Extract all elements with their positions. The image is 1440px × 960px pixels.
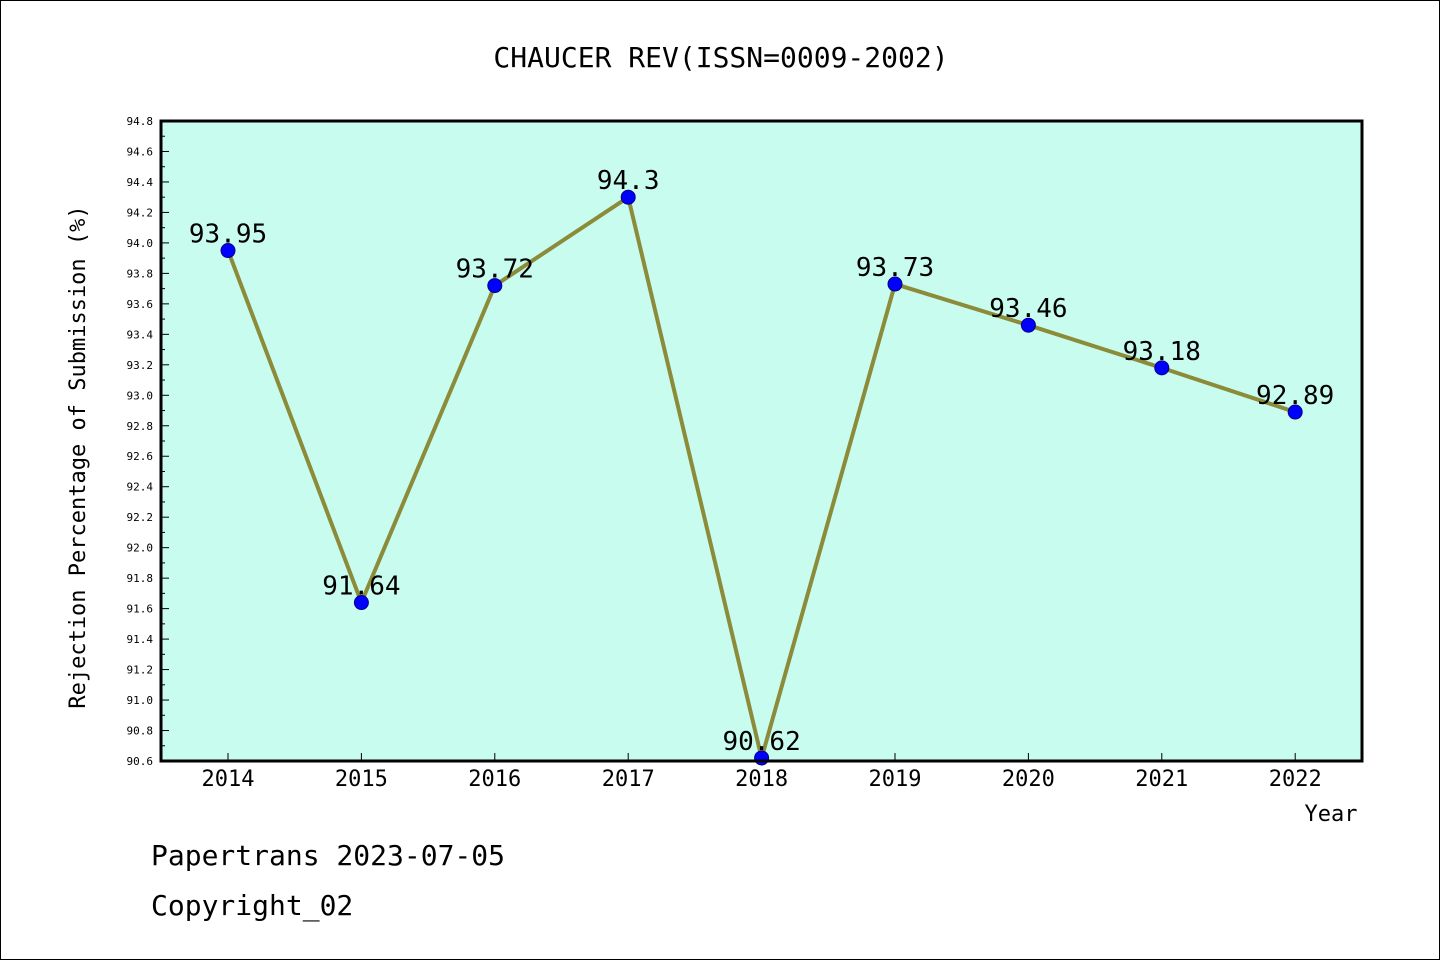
footer-copyright: Copyright_02	[151, 889, 353, 923]
y-tick-label: 93.8	[127, 267, 154, 280]
x-axis-label: Year	[1305, 802, 1358, 827]
y-tick-label: 92.8	[127, 420, 154, 433]
y-tick-label: 93.0	[127, 389, 154, 402]
y-tick-label: 94.2	[127, 206, 154, 219]
data-point	[620, 189, 636, 205]
data-label: 93.18	[1123, 337, 1201, 367]
data-point	[220, 243, 236, 259]
y-tick-label: 94.8	[127, 115, 154, 128]
y-tick-label: 92.4	[127, 481, 154, 494]
y-tick-label: 91.0	[127, 694, 154, 707]
data-label: 93.46	[989, 294, 1067, 324]
x-tick-label: 2019	[869, 767, 922, 792]
data-label: 90.62	[722, 727, 800, 757]
x-tick-label: 2022	[1269, 767, 1322, 792]
y-tick-label: 90.6	[127, 755, 154, 768]
plot-area	[161, 121, 1362, 761]
footer-date: Papertrans 2023-07-05	[151, 839, 505, 872]
x-tick-label: 2017	[602, 767, 655, 792]
data-point	[1154, 360, 1170, 376]
data-label: 93.72	[456, 255, 534, 285]
y-tick-label: 91.4	[127, 633, 154, 646]
y-tick-label: 90.8	[127, 725, 154, 738]
y-tick-label: 93.4	[127, 328, 154, 341]
data-point	[887, 276, 903, 292]
data-label: 92.89	[1256, 381, 1334, 411]
data-point	[1020, 317, 1036, 333]
x-tick-label: 2018	[735, 767, 788, 792]
y-tick-label: 93.2	[127, 359, 154, 372]
y-tick-label: 92.0	[127, 542, 154, 555]
y-tick-label: 91.2	[127, 664, 154, 677]
x-axis: 2014 2015 2016 2017 2018 2019 2020 2021 2022	[202, 753, 1322, 792]
x-tick-label: 2021	[1135, 767, 1188, 792]
data-label: 94.3	[597, 166, 660, 196]
x-tick-label: 2015	[335, 767, 388, 792]
data-point	[353, 595, 369, 611]
y-axis-label: Rejection Percentage of Submission (%)	[66, 205, 91, 708]
y-tick-label: 93.6	[127, 298, 154, 311]
chart-title: CHAUCER REV(ISSN=0009-2002)	[493, 41, 948, 74]
data-point	[1287, 404, 1303, 420]
x-tick-label: 2020	[1002, 767, 1055, 792]
plot-frame	[159, 119, 1364, 763]
y-tick-label: 94.0	[127, 237, 154, 250]
y-tick-label: 91.8	[127, 572, 154, 585]
y-tick-label: 92.2	[127, 511, 154, 524]
x-tick-label: 2016	[468, 767, 521, 792]
y-tick-label: 92.6	[127, 450, 154, 463]
data-markers	[220, 189, 1303, 766]
data-labels: 93.95 91.64 93.72 94.3 90.62 93.73 93.46 93.18 9…	[189, 166, 1334, 757]
data-label: 91.64	[322, 572, 400, 602]
y-axis: 90.6 90.8 91.0 91.2 91.4 91.6 91.8 92.0 92.2 92.4…	[127, 115, 169, 768]
data-point	[487, 278, 503, 294]
data-label: 93.95	[189, 220, 267, 250]
y-tick-label: 91.6	[127, 603, 154, 616]
y-tick-label: 94.6	[127, 145, 154, 158]
x-tick-label: 2014	[202, 767, 255, 792]
y-tick-label: 94.4	[127, 176, 154, 189]
data-label: 93.73	[856, 253, 934, 283]
